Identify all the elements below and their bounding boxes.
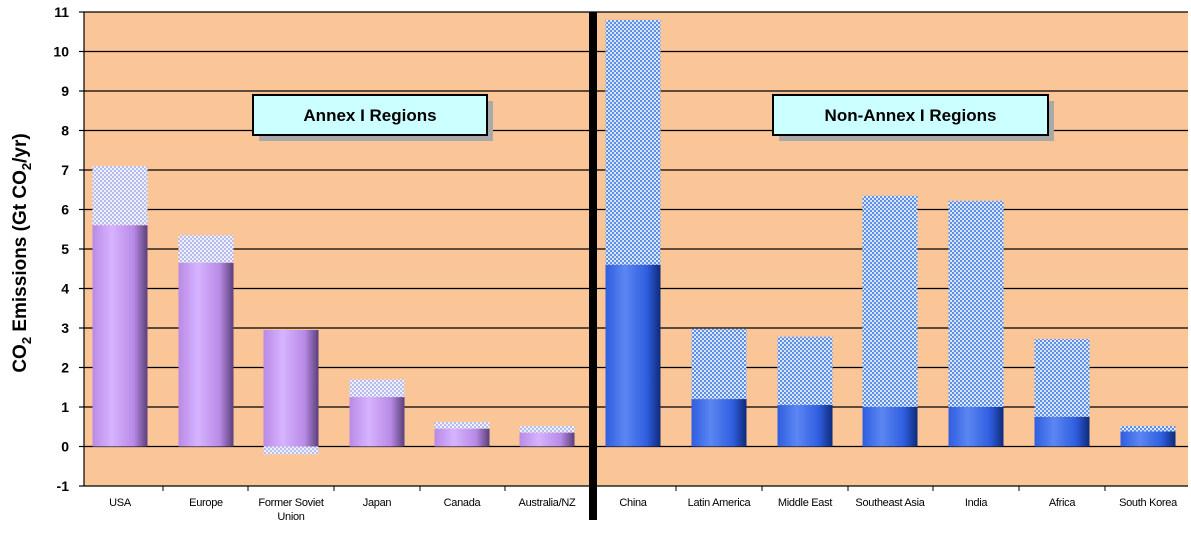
bar-base <box>691 399 747 447</box>
title-box <box>772 94 1049 136</box>
y-tick-label: 2 <box>61 360 69 376</box>
x-tick-label: USA <box>109 497 132 509</box>
y-tick-label: 6 <box>61 202 69 218</box>
non-annex-title-box: Non-Annex I Regions <box>772 94 1054 141</box>
non-annex-bars <box>605 19 1176 447</box>
x-tick-label: Canada <box>444 497 482 509</box>
panel-title: Annex I Regions <box>303 106 436 125</box>
x-tick-label: South Korea <box>1119 497 1178 509</box>
x-tick-label: Africa <box>1049 497 1077 509</box>
bar-increment <box>862 195 918 407</box>
y-tick-label: 1 <box>61 399 69 415</box>
bar-base <box>263 329 319 447</box>
bar-base <box>777 405 833 447</box>
x-tick-label: China <box>619 497 647 509</box>
bar-base <box>434 428 490 447</box>
y-tick-label: 5 <box>61 241 69 257</box>
bar-increment <box>263 446 319 455</box>
y-tick-label: 4 <box>61 281 69 297</box>
y-tick-label: 11 <box>54 4 69 20</box>
bar-increment <box>1120 425 1176 432</box>
x-tick-label: Europe <box>189 497 223 509</box>
x-tick-label: India <box>965 497 989 509</box>
bar-increment <box>948 200 1004 407</box>
bar-base <box>1120 431 1176 447</box>
bar-increment <box>605 19 661 265</box>
bar-base <box>862 407 918 447</box>
panel-title: Non-Annex I Regions <box>825 106 997 125</box>
bar-increment <box>777 336 833 406</box>
y-tick-label: 3 <box>61 320 69 336</box>
x-tick-label: Former Soviet Union <box>258 497 323 523</box>
region-separator <box>589 12 597 520</box>
bar-base <box>519 432 575 447</box>
bar-increment <box>1034 339 1090 417</box>
bar-increment <box>92 166 148 226</box>
bar-base <box>948 407 1004 447</box>
annex-bars <box>92 166 575 455</box>
bar-base <box>92 225 148 447</box>
y-tick-label: 9 <box>61 83 69 99</box>
x-tick-label: Southeast Asia <box>855 497 925 509</box>
y-tick-labels: -1 0 1 2 3 4 5 6 7 8 9 10 11 <box>53 4 84 494</box>
bar-base <box>605 264 661 447</box>
bar-increment <box>434 422 490 429</box>
x-tick-label: Japan <box>363 497 392 509</box>
bar-base <box>178 262 234 447</box>
x-tick-label: Middle East <box>778 497 832 509</box>
bar-increment <box>691 328 747 400</box>
y-tick-label: 8 <box>61 123 69 139</box>
y-tick-label: 7 <box>61 162 69 178</box>
y-tick-label: 0 <box>61 439 69 455</box>
bar-increment <box>178 235 234 263</box>
annex-category-labels: USA Europe Former Soviet Union Japan Canada Au… <box>109 497 576 523</box>
y-tick-label: -1 <box>57 478 70 494</box>
title-box <box>252 94 488 136</box>
bar-base <box>349 397 405 447</box>
bar-base <box>1034 416 1090 447</box>
x-ticks <box>162 486 1106 491</box>
y-tick-label: 10 <box>53 44 69 60</box>
non-annex-category-labels: China Latin America Middle East Southeast A… <box>619 497 1178 509</box>
x-tick-label: Latin America <box>688 497 752 509</box>
x-tick-label: Australia/NZ <box>519 497 576 509</box>
y-axis-title: CO2 Emissions (Gt CO2/yr) <box>10 133 34 372</box>
annex-title-box: Annex I Regions <box>252 94 493 141</box>
bar-increment <box>349 379 405 398</box>
bar-increment <box>519 425 575 433</box>
